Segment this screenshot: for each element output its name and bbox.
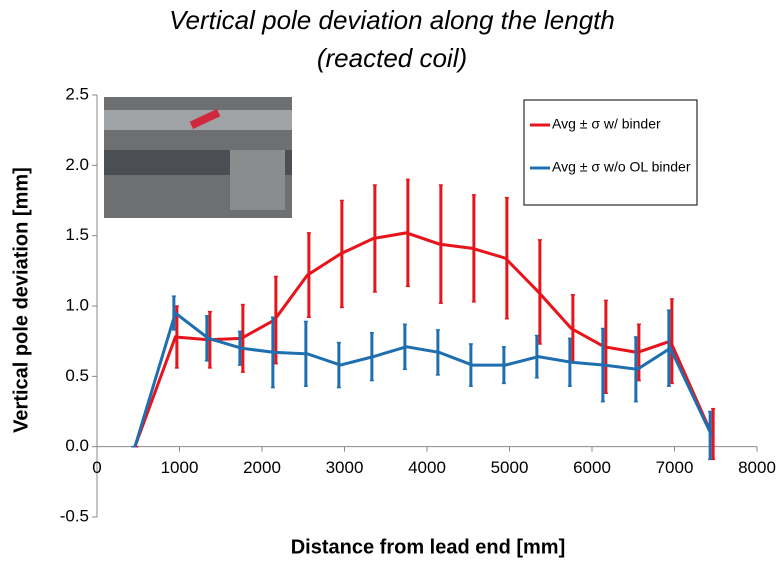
- legend-label: Avg ± σ w/ binder: [552, 116, 661, 132]
- chart-title: Vertical pole deviation along the length: [169, 5, 615, 35]
- error-bar: [171, 295, 176, 331]
- error-bar: [468, 343, 473, 387]
- error-bar: [273, 275, 278, 365]
- y-tick-label: -0.5: [60, 506, 89, 525]
- y-tick-label: 2.0: [65, 155, 89, 174]
- x-tick-label: 6000: [573, 458, 611, 477]
- error-bar: [369, 331, 374, 382]
- error-bar: [438, 184, 443, 304]
- error-bar: [270, 316, 275, 389]
- x-tick-label: 0: [92, 458, 101, 477]
- error-bar: [174, 305, 179, 369]
- error-bar: [204, 315, 209, 362]
- y-tick-label: 0.0: [65, 436, 89, 455]
- error-bar: [603, 299, 608, 394]
- x-tick-label: 2000: [243, 458, 281, 477]
- error-bar: [570, 293, 575, 364]
- error-bar: [435, 329, 440, 376]
- legend-box: [523, 99, 698, 206]
- chart-subtitle: (reacted coil): [317, 43, 467, 73]
- error-bar: [504, 196, 509, 320]
- error-bar: [339, 199, 344, 309]
- series-line: [133, 310, 713, 448]
- series-line: [133, 231, 713, 448]
- x-tick-label: 4000: [408, 458, 446, 477]
- error-bar: [600, 327, 605, 403]
- x-tick-label: 8000: [738, 458, 776, 477]
- error-bar: [633, 336, 638, 403]
- x-tick-label: 3000: [326, 458, 364, 477]
- x-axis-label: Distance from lead end [mm]: [291, 536, 566, 558]
- error-bar: [708, 410, 713, 461]
- y-tick-label: 1.0: [65, 295, 89, 314]
- error-bar: [306, 232, 311, 319]
- y-axis-label: Vertical pole deviation [mm]: [10, 167, 32, 433]
- error-bar: [537, 239, 542, 345]
- y-tick-label: 0.5: [65, 366, 89, 385]
- error-bar: [336, 341, 341, 389]
- x-tick-label: 7000: [656, 458, 694, 477]
- error-bar: [237, 330, 242, 366]
- error-bar: [402, 323, 407, 371]
- x-tick-label: 1000: [161, 458, 199, 477]
- error-bar: [471, 194, 476, 303]
- error-bar: [405, 178, 410, 288]
- y-tick-label: 1.5: [65, 225, 89, 244]
- error-bar: [303, 320, 308, 387]
- error-bar: [567, 337, 572, 387]
- x-tick-label: 5000: [491, 458, 529, 477]
- error-bar: [534, 334, 539, 379]
- error-bar: [666, 309, 671, 387]
- error-bar: [669, 298, 674, 385]
- error-bar: [240, 303, 245, 373]
- error-bar: [372, 184, 377, 293]
- error-bar: [636, 323, 641, 382]
- photo: [104, 97, 292, 218]
- y-tick-label: 2.5: [65, 84, 89, 103]
- error-bar: [501, 346, 506, 385]
- legend-label: Avg ± σ w/o OL binder: [552, 159, 691, 175]
